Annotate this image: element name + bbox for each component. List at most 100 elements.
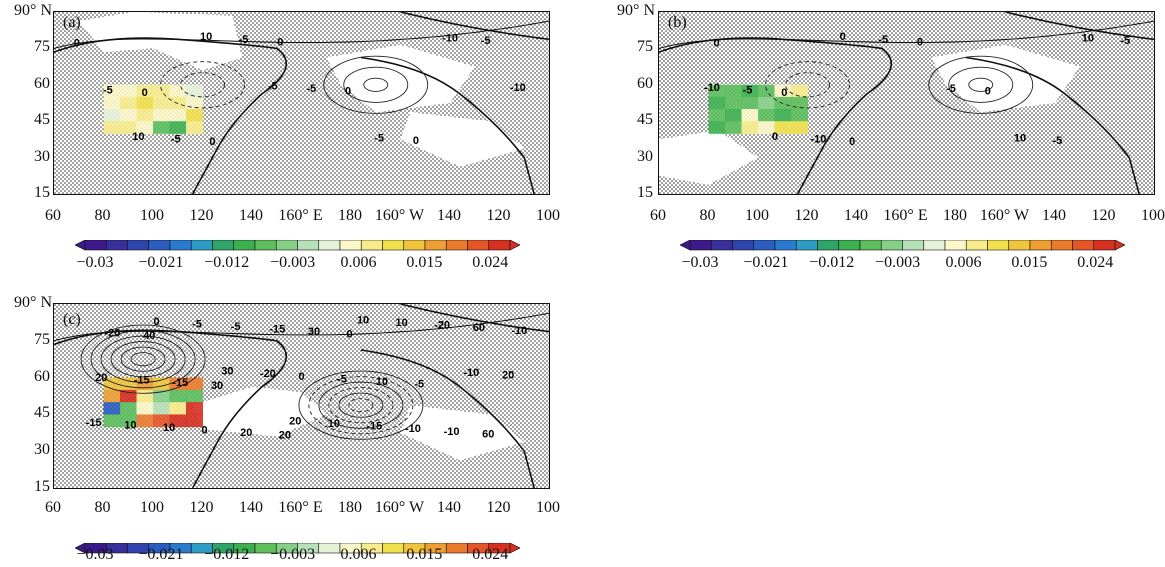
contour-label: -10 <box>444 426 460 438</box>
shaded-cell <box>120 96 137 110</box>
x-tick-label: 160° E <box>278 207 323 224</box>
contour-label: -5 <box>481 35 491 47</box>
contour-line <box>308 376 414 435</box>
shaded-cell <box>169 402 187 415</box>
contour-label: 20 <box>240 427 252 439</box>
colorbar-swatch <box>318 240 341 251</box>
contour-label: 10 <box>376 376 388 388</box>
x-tick-label: 120 <box>486 499 511 516</box>
y-tick-label: 75 <box>34 330 50 348</box>
contour-label: 20 <box>279 430 291 442</box>
contour-label: -5 <box>306 83 316 95</box>
contour-label: -5 <box>743 84 753 96</box>
shaded-cell <box>120 414 137 428</box>
colorbar-swatch <box>1072 240 1095 251</box>
shaded-cell <box>725 84 742 98</box>
contour-label: 0 <box>142 87 148 99</box>
colorbar-swatch <box>965 240 988 251</box>
colorbar-tick-label: 0.024 <box>472 254 509 271</box>
shaded-cell <box>103 96 121 110</box>
contour-label: -5 <box>171 134 181 146</box>
map-frame: 0 0 0 0 0 -5 -5 -5 -10 -5 -5 10 10 -10 0 0 <box>658 11 1155 195</box>
shaded-cell <box>741 84 759 98</box>
colorbar-swatch <box>148 240 171 251</box>
contour-label: 0 <box>772 131 778 143</box>
contour-label: 10 <box>396 317 408 329</box>
shaded-cell <box>153 414 170 428</box>
shaded-cell <box>169 84 187 98</box>
contour-line <box>130 352 156 367</box>
contour-label: -15 <box>269 324 285 336</box>
shaded-cell <box>153 96 170 110</box>
shaded-cell <box>741 121 759 134</box>
shaded-cell <box>103 109 121 122</box>
y-tick-label: 90° N <box>14 294 52 311</box>
shaded-cell <box>791 84 808 98</box>
y-tick-label: 75 <box>637 38 653 56</box>
colorbar-swatch <box>838 240 861 251</box>
x-tick-label: 160° W <box>374 207 425 224</box>
coastline <box>360 56 535 194</box>
coastline <box>659 37 892 194</box>
contour-label: 0 <box>277 36 283 48</box>
shaded-cell <box>725 121 742 134</box>
x-tick-label: 180 <box>338 499 362 516</box>
colorbar-swatch <box>859 240 882 251</box>
shaded-cell <box>758 96 775 110</box>
colorbar-swatch <box>732 240 755 251</box>
contour-label: 20 <box>95 372 107 384</box>
colorbar-swatch <box>944 240 967 251</box>
x-tick-label: 100 <box>745 207 769 224</box>
x-tick-label: 140 <box>239 207 263 224</box>
contour-line <box>120 346 166 372</box>
x-tick-label: 140 <box>1042 207 1066 224</box>
x-tick-label: 160° E <box>278 499 323 516</box>
colorbar-swatch <box>297 240 320 251</box>
shaded-cell <box>725 109 742 122</box>
contour-line <box>928 55 1034 114</box>
shaded-cell <box>708 109 726 122</box>
shaded-cell <box>136 84 154 98</box>
y-tick-label: 30 <box>34 441 50 459</box>
x-tick-label: 160° W <box>374 499 425 516</box>
shaded-cell <box>103 402 121 415</box>
colorbar-swatch <box>1093 240 1116 251</box>
colorbar-swatch <box>403 240 426 251</box>
shaded-cell <box>169 389 187 403</box>
y-tick-label: 30 <box>34 147 50 165</box>
shaded-cell <box>774 121 792 134</box>
contour-line <box>948 66 1014 103</box>
shaded-cell <box>169 96 187 110</box>
coastline <box>965 56 1140 194</box>
contour-label: -10 <box>510 82 526 94</box>
x-tick-label: 120 <box>1091 207 1116 224</box>
colorbar-swatch <box>1008 240 1031 251</box>
shaded-cell <box>708 84 726 98</box>
shaded-cell <box>153 377 170 391</box>
colorbar-tick-label: 0.015 <box>1011 254 1048 271</box>
colorbar-tick-label: −0.021 <box>138 254 184 271</box>
contour-line <box>338 392 384 418</box>
colorbar-swatch <box>212 240 235 251</box>
colorbar-tick-label: −0.012 <box>204 546 250 563</box>
contour-label: 0 <box>347 329 353 341</box>
colorbar-tick-label: −0.012 <box>809 254 855 271</box>
shaded-cell <box>791 121 808 134</box>
contour-label: -10 <box>463 367 479 379</box>
y-tick-label: 45 <box>34 404 50 422</box>
y-tick-label: 45 <box>34 111 50 129</box>
contour-line <box>318 381 404 429</box>
panel-label: (c) <box>63 311 81 328</box>
x-tick-label: 100 <box>140 207 164 224</box>
shaded-cell <box>186 121 203 134</box>
contour-label: 20 <box>502 370 514 382</box>
shaded-cell <box>103 414 121 428</box>
contour-line <box>160 61 245 109</box>
x-tick-label: 140 <box>844 207 868 224</box>
coastline <box>1005 12 1154 41</box>
contour-label: 0 <box>202 425 208 437</box>
colorbar-swatch <box>987 240 1010 251</box>
y-tick-label: 90° N <box>14 2 52 19</box>
map-plot: 40 30 20 0 -5 60 -20 -15 20 30 10 -10 -10 -15 0 -15 -5 -1… <box>54 304 549 488</box>
shaded-cell <box>741 109 759 122</box>
